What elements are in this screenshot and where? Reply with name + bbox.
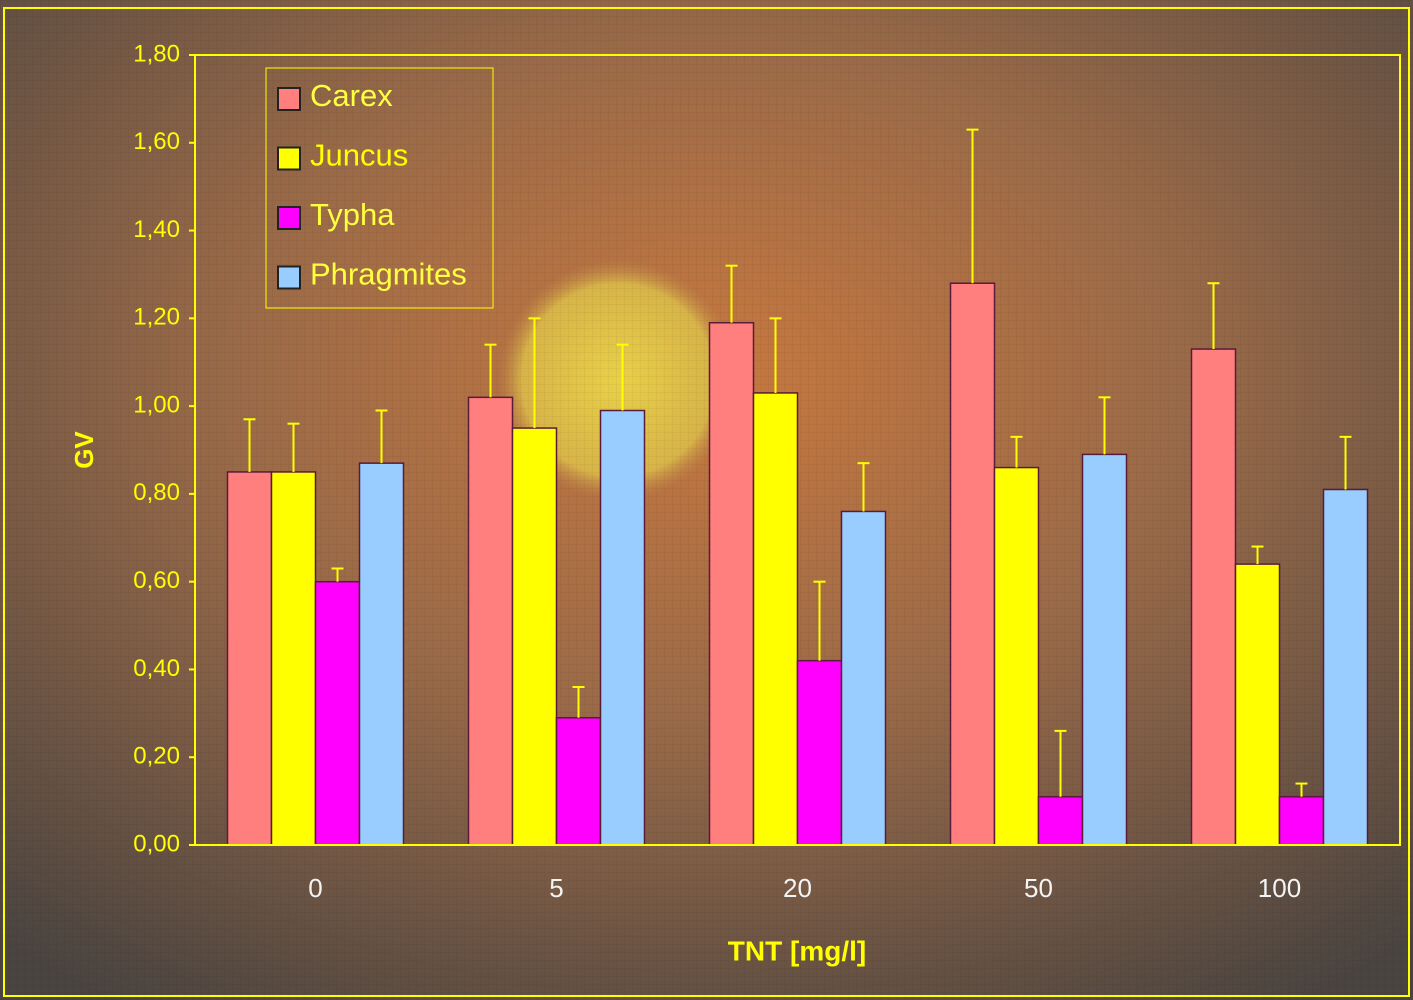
legend-swatch xyxy=(277,265,301,290)
chart-frame xyxy=(3,7,1410,997)
legend-label: Carex xyxy=(310,78,393,113)
bar xyxy=(511,427,558,846)
error-bar xyxy=(1054,729,1067,797)
error-bar xyxy=(1010,435,1023,468)
error-bar xyxy=(287,422,300,472)
error-bar xyxy=(857,462,870,512)
bar xyxy=(1278,795,1325,846)
error-bar xyxy=(1207,282,1220,350)
y-tick-label: 0,60 xyxy=(133,567,180,594)
x-tick-label: 20 xyxy=(783,873,812,903)
error-bar xyxy=(484,343,497,398)
bar xyxy=(993,466,1040,846)
legend-swatch xyxy=(277,206,301,230)
bar xyxy=(599,409,646,846)
x-tick-label: 0 xyxy=(308,873,322,903)
legend-box xyxy=(265,67,494,309)
error-bar xyxy=(1251,545,1264,565)
y-tick-label: 0,20 xyxy=(133,743,180,770)
error-bar xyxy=(813,580,826,661)
bar xyxy=(270,471,317,846)
bar xyxy=(555,716,602,846)
error-bar xyxy=(616,343,629,411)
y-tick-label: 1,60 xyxy=(133,128,180,155)
bar xyxy=(949,282,996,846)
legend-label: Juncus xyxy=(310,138,408,173)
error-bar xyxy=(375,409,388,464)
error-bar xyxy=(769,317,782,393)
error-bar xyxy=(725,264,738,323)
x-tick-label: 100 xyxy=(1258,873,1301,903)
bar xyxy=(358,462,405,846)
bar xyxy=(467,396,514,846)
bar xyxy=(1322,488,1369,846)
y-tick-label: 1,80 xyxy=(133,40,180,67)
y-tick-label: 0,00 xyxy=(133,830,180,857)
legend-swatch xyxy=(277,87,301,111)
x-axis-title: TNT [mg/l] xyxy=(728,935,866,966)
error-bar xyxy=(572,686,585,718)
error-bar xyxy=(966,128,979,284)
bar xyxy=(314,580,361,846)
y-tick-label: 0,40 xyxy=(133,655,180,682)
error-bar xyxy=(1339,435,1352,490)
legend-label: Phragmites xyxy=(310,257,467,292)
bar xyxy=(226,471,273,846)
bar xyxy=(796,659,843,846)
error-bar xyxy=(243,418,256,472)
y-tick-label: 1,00 xyxy=(133,391,180,418)
x-tick-label: 50 xyxy=(1024,873,1053,903)
bar xyxy=(840,510,887,846)
y-axis-title: GV xyxy=(69,431,99,469)
y-tick-label: 1,40 xyxy=(133,216,180,243)
bar xyxy=(1081,453,1128,846)
bar xyxy=(752,392,799,846)
x-tick-label: 5 xyxy=(549,873,563,903)
error-bar xyxy=(1295,782,1308,797)
bar xyxy=(1190,348,1237,846)
bar xyxy=(708,321,755,846)
bar xyxy=(1037,795,1084,846)
legend-label: Typha xyxy=(310,197,395,232)
y-tick-label: 1,20 xyxy=(133,304,180,331)
bar xyxy=(1234,563,1281,846)
error-bar xyxy=(528,317,541,429)
error-bar xyxy=(331,567,344,582)
y-tick-label: 0,80 xyxy=(133,479,180,506)
error-bar xyxy=(1098,396,1111,455)
legend-swatch xyxy=(277,146,301,171)
